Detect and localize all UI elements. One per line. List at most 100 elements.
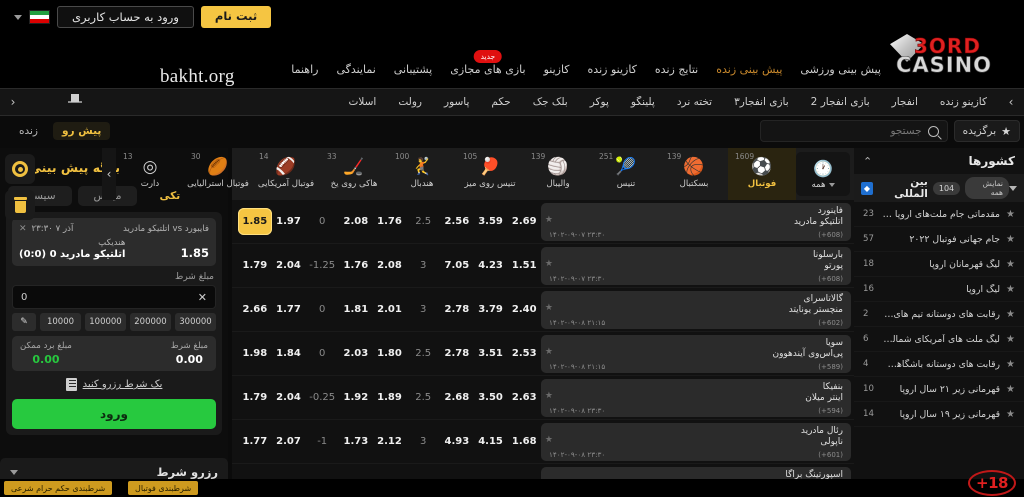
- list-item[interactable]: ★ قهرمانی زیر ۲۱ سال اروپا 10: [854, 377, 1024, 402]
- favorite-star-icon[interactable]: ★: [544, 214, 553, 225]
- odd-cell[interactable]: 2.78: [444, 304, 470, 315]
- star-icon[interactable]: ★: [1006, 408, 1015, 420]
- table-row[interactable]: بنفیکا اینتر میلان ۲۳:۳۰ ۱۴۰۲-۰۹-۰۸ (+594) ★…: [232, 376, 854, 420]
- favorite-star-icon[interactable]: ★: [544, 302, 553, 313]
- table-row[interactable]: سویا پی‌اس‌وی آیندهوون ۲۱:۱۵ ۱۴۰۲-۰۹-۰۸ (+5…: [232, 332, 854, 376]
- sports-prev-arrow[interactable]: ›: [102, 148, 116, 200]
- sport-tab-تنیس روی میز[interactable]: 105 🏓 تنیس روی میز: [456, 148, 524, 200]
- table-row[interactable]: فاینورد اتلتیکو مادرید ۲۳:۳۰ ۱۴۰۲-۰۹-۰۷ (+6…: [232, 200, 854, 244]
- match-info[interactable]: اسپورتینگ براگایونیون برلین۲۳:۳۰ ۱۴۰۲-۰۹…: [541, 466, 851, 480]
- star-icon[interactable]: ★: [1006, 383, 1015, 395]
- odd-cell[interactable]: 3.50: [478, 392, 503, 403]
- subnav-item-11[interactable]: اسلات: [348, 96, 377, 108]
- subnav-item-8[interactable]: حکم: [491, 96, 511, 108]
- login-button[interactable]: ورود به حساب کاربری: [57, 6, 194, 28]
- odd-cell[interactable]: 3.59: [478, 216, 503, 227]
- iran-flag-icon[interactable]: [29, 10, 50, 24]
- match-info[interactable]: رئال مادرید ناپولی ۲۳:۳۰ ۱۴۰۲-۰۹-۰۸ (+601) ★: [541, 422, 851, 461]
- nav-item-0[interactable]: پیش بینی ورزشی: [791, 63, 890, 76]
- table-row[interactable]: بارسلونا پورتو ۲۳:۳۰ ۱۴۰۲-۰۹-۰۷ (+608) ★ 1.79…: [232, 244, 854, 288]
- remove-selection-icon[interactable]: ✕: [19, 224, 27, 234]
- register-button[interactable]: ثبت نام: [200, 6, 272, 28]
- odd-cell[interactable]: 2.04: [276, 260, 301, 271]
- nav-item-5[interactable]: بازی های مجازی جدید: [441, 49, 534, 76]
- star-icon[interactable]: ★: [1006, 308, 1015, 320]
- odd-cell[interactable]: 2.07: [276, 436, 301, 447]
- quick-amount-1[interactable]: 100000: [85, 313, 126, 331]
- site-logo[interactable]: 3ORD CASINO: [890, 34, 1012, 80]
- odd-cell[interactable]: 3.51: [478, 348, 503, 359]
- odd-cell[interactable]: 1.79: [242, 260, 268, 271]
- sport-tab-فوتبال[interactable]: 1609 ⚽ فوتبال: [728, 148, 796, 200]
- odd-cell[interactable]: 3.79: [478, 304, 503, 315]
- enter-button[interactable]: ورود: [12, 399, 216, 429]
- subnav-prev-arrow[interactable]: ‹: [10, 95, 16, 109]
- odd-cell[interactable]: 1.76: [343, 260, 369, 271]
- sport-tab-بسکتبال[interactable]: 139 🏀 بسکتبال: [660, 148, 728, 200]
- odd-cell[interactable]: 1.81: [343, 304, 369, 315]
- edit-amount-icon[interactable]: ✎: [12, 313, 36, 331]
- odd-cell[interactable]: 1.73: [343, 436, 369, 447]
- collapse-icon[interactable]: ⌃: [863, 154, 873, 168]
- nav-item-1[interactable]: پیش بینی زنده: [707, 63, 791, 76]
- list-item[interactable]: ★ لیگ ملت های آمریکای شمالی و مرک... 6: [854, 327, 1024, 352]
- reserve-bet-link-row[interactable]: یک شرط رزرو کنید: [12, 378, 216, 391]
- odd-cell[interactable]: 4.23: [478, 260, 503, 271]
- sport-tab-هاکی روی یخ[interactable]: 33 🏒 هاکی روی یخ: [320, 148, 388, 200]
- footer-chip-0[interactable]: شرطبندی فوتبال: [128, 481, 199, 495]
- star-icon[interactable]: ★: [1006, 208, 1015, 220]
- subnav-item-9[interactable]: پاسور: [444, 96, 470, 108]
- quick-amount-0[interactable]: 10000: [40, 313, 81, 331]
- favorites-button[interactable]: ★ برگزیده: [953, 120, 1020, 142]
- nav-item-6[interactable]: پشتیبانی: [385, 63, 441, 76]
- list-item[interactable]: ★ لیگ قهرمانان اروپا 18: [854, 252, 1024, 277]
- chevron-down-icon[interactable]: [10, 469, 18, 475]
- star-icon[interactable]: ★: [1006, 358, 1015, 370]
- subnav-item-4[interactable]: تخته نرد: [676, 96, 713, 108]
- odd-cell[interactable]: 1.77: [242, 436, 268, 447]
- sport-tab-فوتبال استرالیایی[interactable]: 30 🏉 فوتبال استرالیایی: [184, 148, 252, 200]
- subnav-item-2[interactable]: بازی انفجار 2: [810, 96, 870, 108]
- sport-tab-فوتبال آمریکایی[interactable]: 14 🏈 فوتبال آمریکایی: [252, 148, 320, 200]
- nav-item-7[interactable]: نمایندگی: [327, 63, 384, 76]
- odd-cell[interactable]: 2.63: [511, 392, 537, 403]
- record-bet-icon[interactable]: [5, 154, 35, 184]
- star-icon[interactable]: ★: [1006, 258, 1015, 270]
- international-group[interactable]: نمایش همه 104 بین المللی ◆: [854, 174, 1024, 202]
- odd-cell[interactable]: 1.77: [276, 304, 301, 315]
- favorite-star-icon[interactable]: ★: [544, 346, 553, 357]
- favorite-star-icon[interactable]: ★: [544, 434, 553, 445]
- odd-cell[interactable]: 2.78: [444, 348, 470, 359]
- odd-cell[interactable]: 2.56: [444, 216, 470, 227]
- match-info[interactable]: گالاتاسرای منچستر یونایتد ۲۱:۱۵ ۱۴۰۲-۰۹-۰۸…: [541, 290, 851, 329]
- show-all-pill[interactable]: نمایش همه: [965, 177, 1009, 199]
- subnav-slider[interactable]: [68, 91, 82, 115]
- list-item[interactable]: ★ رقابت های دوستانه باشگاهی (با اح... 4: [854, 352, 1024, 377]
- odd-cell[interactable]: 4.93: [444, 436, 470, 447]
- quick-amount-3[interactable]: 300000: [175, 313, 216, 331]
- sport-tab-تنیس[interactable]: 251 🎾 تنیس: [592, 148, 660, 200]
- favorite-star-icon[interactable]: ★: [544, 258, 553, 269]
- favorite-star-icon[interactable]: ★: [544, 390, 553, 401]
- search-input[interactable]: [768, 125, 922, 137]
- odd-cell[interactable]: 1.79: [242, 392, 268, 403]
- sport-tab-هندبال[interactable]: 100 🤾 هندبال: [388, 148, 456, 200]
- quick-amount-2[interactable]: 200000: [130, 313, 171, 331]
- match-info[interactable]: سویا پی‌اس‌وی آیندهوون ۲۱:۱۵ ۱۴۰۲-۰۹-۰۸ (+5…: [541, 334, 851, 373]
- stake-input[interactable]: ✕ 0: [12, 285, 216, 309]
- odd-cell[interactable]: 2.12: [377, 436, 402, 447]
- trash-icon[interactable]: [5, 190, 35, 220]
- clear-stake-icon[interactable]: ✕: [197, 290, 207, 304]
- match-info[interactable]: فاینورد اتلتیکو مادرید ۲۳:۳۰ ۱۴۰۲-۰۹-۰۷ (+6…: [541, 202, 851, 241]
- nav-item-4[interactable]: کازینو: [535, 63, 579, 76]
- subnav-item-1[interactable]: انفجار: [891, 96, 918, 108]
- subnav-item-6[interactable]: پوکر: [589, 96, 609, 108]
- search-box[interactable]: [759, 120, 948, 142]
- odd-cell[interactable]: 2.01: [377, 304, 402, 315]
- odd-cell[interactable]: 1.84: [276, 348, 301, 359]
- nav-item-8[interactable]: راهنما: [282, 63, 327, 76]
- star-icon[interactable]: ★: [1006, 333, 1015, 345]
- list-item[interactable]: ★ مقدماتی جام ملت‌های اروپا 2024 23: [854, 202, 1024, 227]
- footer-chip-1[interactable]: شرطبندی حکم حرام شرعی: [4, 481, 113, 495]
- odd-cell[interactable]: 2.53: [511, 348, 537, 359]
